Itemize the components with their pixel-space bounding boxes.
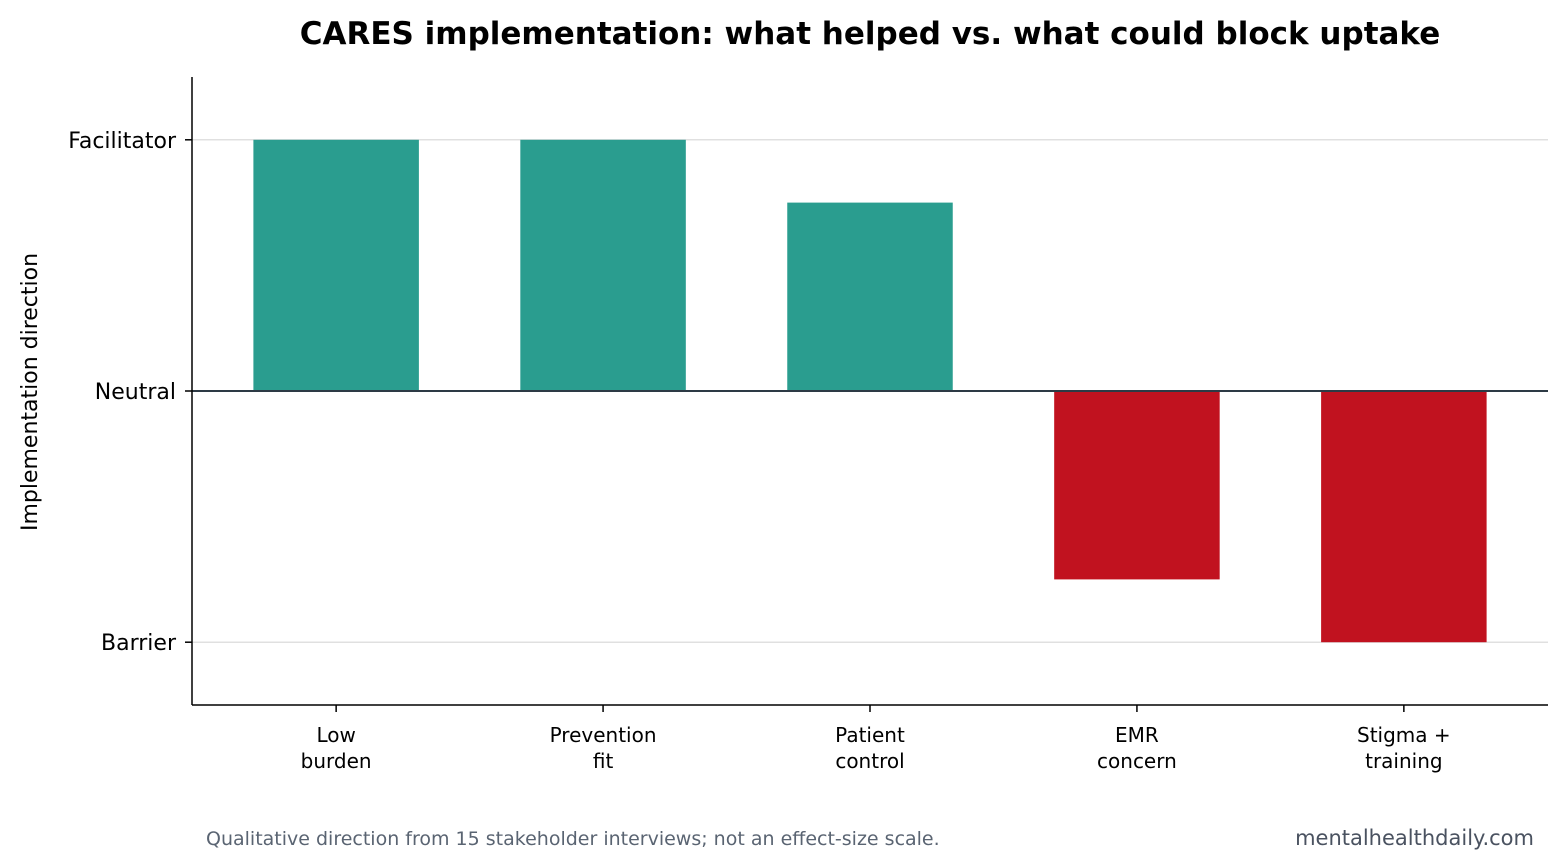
x-tick-label: Stigma + training [1357, 723, 1451, 773]
y-tick-label: Barrier [101, 631, 177, 656]
x-tick-label: Prevention fit [550, 723, 657, 773]
bar [520, 139, 686, 391]
chart-title: CARES implementation: what helped vs. wh… [300, 16, 1441, 52]
x-tick-label: Low burden [301, 723, 372, 773]
footnote: Qualitative direction from 15 stakeholde… [206, 828, 940, 850]
y-axis-label: Implementation direction [18, 253, 43, 531]
x-tick-label: EMR concern [1097, 723, 1177, 773]
bar [787, 202, 953, 391]
y-tick-label: Facilitator [68, 129, 177, 154]
bar [1321, 391, 1487, 643]
y-tick-label: Neutral [95, 380, 176, 405]
bar [253, 139, 419, 391]
bar [1054, 391, 1220, 580]
source: mentalhealthdaily.com [1295, 826, 1534, 850]
x-tick-label: Patient control [835, 723, 905, 773]
